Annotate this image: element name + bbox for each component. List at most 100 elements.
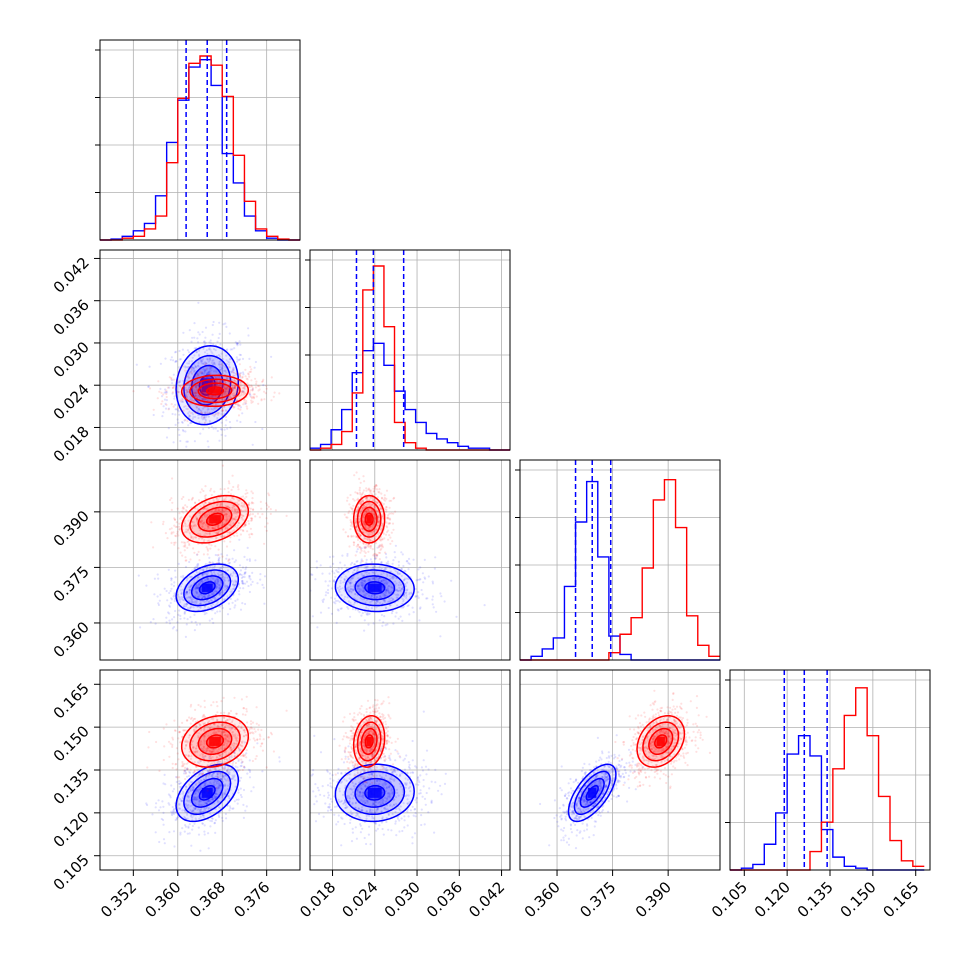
- scatter-point: [378, 577, 381, 580]
- scatter-point: [388, 600, 391, 603]
- scatter-point: [352, 543, 355, 547]
- scatter-point: [206, 528, 209, 531]
- scatter-point: [362, 586, 365, 589]
- scatter-point: [238, 394, 241, 398]
- scatter-point: [263, 575, 267, 578]
- scatter-point: [385, 562, 388, 565]
- scatter-point: [235, 531, 238, 535]
- scatter-point: [176, 507, 179, 510]
- scatter-point: [353, 563, 356, 566]
- scatter-point: [366, 527, 369, 530]
- scatter-point: [244, 509, 247, 512]
- scatter-point: [205, 372, 208, 375]
- scatter-point: [194, 385, 197, 388]
- scatter-point: [206, 578, 210, 581]
- scatter-point: [202, 397, 205, 400]
- scatter-point: [187, 393, 190, 396]
- scatter-point: [397, 594, 400, 597]
- scatter-point: [231, 518, 234, 521]
- scatter-point: [256, 582, 259, 585]
- scatter-point: [347, 535, 350, 538]
- scatter-point: [250, 519, 253, 522]
- scatter-point: [234, 765, 237, 768]
- scatter-point: [432, 606, 435, 609]
- scatter-point: [215, 532, 218, 535]
- scatter-point: [243, 741, 246, 744]
- scatter-point: [228, 771, 231, 774]
- scatter-point: [183, 772, 186, 775]
- scatter-point: [363, 555, 366, 558]
- scatter-point: [218, 509, 221, 512]
- scatter-point: [220, 367, 224, 371]
- scatter-point: [213, 571, 216, 574]
- scatter-point: [223, 392, 227, 395]
- scatter-point: [171, 790, 174, 793]
- scatter-point: [387, 538, 390, 541]
- scatter-point: [184, 366, 187, 369]
- scatter-point: [189, 585, 192, 589]
- scatter-point: [160, 817, 163, 821]
- scatter-point: [381, 544, 384, 548]
- scatter-point: [198, 559, 201, 562]
- scatter-point: [189, 815, 192, 818]
- scatter-point: [226, 505, 229, 509]
- scatter-point: [229, 524, 233, 527]
- scatter-point: [240, 392, 243, 395]
- scatter-point: [241, 390, 244, 393]
- scatter-point: [195, 394, 198, 397]
- scatter-point: [274, 509, 277, 512]
- scatter-point: [192, 521, 195, 524]
- scatter-point: [347, 607, 350, 610]
- scatter-point: [384, 594, 387, 597]
- scatter-point: [382, 621, 385, 624]
- scatter-point: [233, 392, 236, 395]
- scatter-point: [356, 548, 359, 551]
- scatter-point: [232, 360, 235, 363]
- scatter-point: [341, 554, 344, 557]
- scatter-point: [358, 583, 361, 586]
- scatter-point: [368, 578, 371, 581]
- scatter-point: [152, 618, 155, 621]
- scatter-point: [352, 585, 355, 588]
- scatter-point: [218, 573, 221, 577]
- scatter-point: [175, 818, 178, 821]
- scatter-point: [373, 557, 376, 560]
- scatter-point: [350, 581, 353, 584]
- scatter-point: [216, 503, 219, 506]
- scatter-point: [207, 520, 210, 523]
- scatter-point: [185, 473, 187, 475]
- scatter-point: [336, 570, 339, 573]
- scatter-point: [192, 366, 195, 369]
- scatter-point: [159, 593, 162, 596]
- scatter-point: [346, 516, 349, 519]
- scatter-point: [233, 347, 236, 350]
- scatter-point: [365, 505, 368, 508]
- scatter-point: [194, 807, 197, 811]
- scatter-point: [203, 814, 206, 817]
- scatter-point: [197, 585, 200, 588]
- scatter-point: [232, 504, 235, 507]
- scatter-point: [195, 586, 198, 589]
- scatter-point: [210, 609, 214, 612]
- contour-blue: [175, 345, 240, 426]
- scatter-point: [161, 400, 164, 403]
- scatter-point: [367, 528, 370, 531]
- scatter-point: [386, 516, 389, 519]
- scatter-point: [380, 613, 383, 617]
- scatter-point: [360, 509, 363, 512]
- scatter-point: [148, 365, 151, 368]
- scatter-point: [336, 586, 339, 590]
- scatter-point: [322, 598, 325, 601]
- scatter-point: [180, 409, 183, 412]
- scatter-panel-2-3: [309, 459, 511, 661]
- scatter-point: [196, 596, 199, 599]
- scatter-point: [211, 323, 214, 327]
- scatter-point: [171, 386, 174, 390]
- scatter-point: [162, 805, 165, 808]
- scatter-point: [185, 440, 188, 443]
- scatter-point: [170, 532, 173, 535]
- scatter-point: [175, 535, 178, 538]
- scatter-point: [210, 598, 213, 602]
- scatter-point: [215, 775, 218, 778]
- scatter-point: [184, 430, 187, 433]
